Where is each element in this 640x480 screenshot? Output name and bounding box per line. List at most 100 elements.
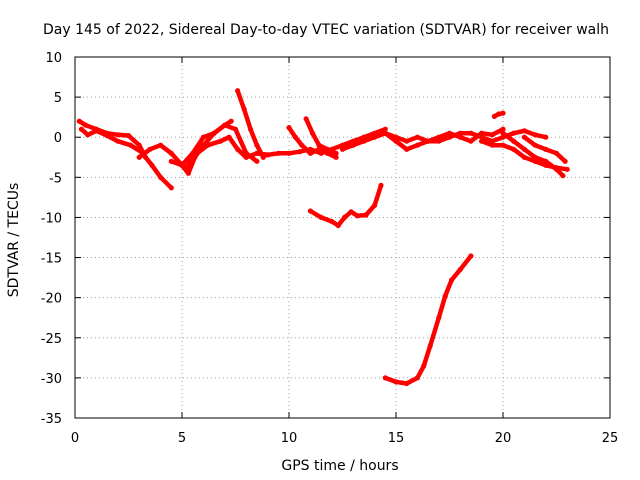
x-tick-label: 25 (602, 431, 619, 446)
data-point (468, 130, 474, 136)
data-point (562, 158, 568, 164)
data-point (414, 134, 420, 140)
data-point (393, 379, 399, 385)
data-point (168, 185, 174, 191)
data-point (457, 267, 463, 273)
x-tick-label: 10 (281, 431, 298, 446)
data-point (500, 130, 506, 136)
y-tick-label: -5 (49, 171, 62, 186)
data-point (228, 118, 234, 124)
data-point (254, 142, 260, 148)
data-point (324, 146, 331, 152)
data-point (511, 130, 517, 136)
data-point (329, 218, 335, 225)
series-s13 (500, 130, 566, 179)
data-point (372, 202, 378, 208)
data-point (425, 138, 431, 144)
data-point (532, 142, 538, 148)
data-point (521, 128, 528, 134)
x-tick-label: 5 (178, 431, 186, 446)
data-point (393, 138, 399, 144)
data-point (217, 138, 224, 144)
data-point (275, 150, 281, 156)
data-point (185, 170, 191, 176)
data-point (158, 174, 164, 180)
y-tick-label: 5 (54, 91, 62, 106)
axis-ticks: 0 5 10 15 20 25 10 5 0 -5 -10 -15 -20 -25 -30 -35 (41, 51, 619, 446)
data-point (382, 126, 388, 132)
data-point (468, 138, 474, 144)
y-tick-label: -10 (41, 211, 62, 226)
data-point (421, 363, 427, 369)
data-point (136, 142, 142, 148)
data-point (335, 222, 341, 229)
x-tick-label: 0 (71, 431, 79, 446)
y-tick-label: -15 (41, 252, 62, 267)
data-point (553, 166, 560, 172)
data-point (500, 110, 506, 116)
data-point (93, 128, 99, 134)
data-point (414, 142, 420, 148)
data-point (235, 88, 241, 94)
series-line (383, 128, 549, 152)
series-line (340, 126, 506, 152)
data-point (78, 126, 84, 132)
data-point (115, 138, 121, 144)
data-point (241, 106, 247, 112)
data-point (414, 375, 420, 381)
data-point (543, 158, 549, 164)
y-tick-label: -30 (41, 372, 62, 387)
data-point (235, 146, 241, 152)
data-point (205, 142, 211, 148)
series-line (308, 183, 384, 228)
data-point (350, 142, 356, 148)
data-point (342, 214, 348, 220)
series-s17 (382, 253, 474, 387)
data-point (511, 146, 517, 152)
data-point (521, 146, 528, 152)
data-point (449, 277, 455, 283)
data-point (297, 149, 303, 155)
data-point (254, 150, 260, 156)
data-point (168, 158, 174, 164)
data-point (553, 150, 560, 156)
data-point (361, 138, 367, 144)
data-point (404, 380, 410, 387)
data-point (543, 146, 549, 152)
data-point (307, 208, 313, 214)
data-point (489, 132, 495, 138)
data-point (303, 116, 309, 122)
data-point (333, 150, 339, 156)
data-point (404, 146, 410, 152)
data-point (243, 154, 249, 160)
data-point (194, 150, 200, 156)
data-point (382, 130, 388, 136)
data-point (404, 138, 410, 144)
y-axis-label: SDTVAR / TECUs (6, 183, 22, 298)
y-tick-label: -20 (41, 292, 62, 307)
data-point (211, 130, 217, 136)
x-axis-label: GPS time / hours (281, 458, 398, 474)
series-s16 (307, 182, 384, 229)
data-point (254, 158, 260, 164)
data-point (85, 132, 91, 138)
data-point (286, 125, 292, 131)
data-point (168, 150, 174, 156)
data-point (147, 146, 153, 152)
series-s11 (382, 128, 549, 152)
data-series (76, 88, 570, 387)
data-point (128, 142, 134, 148)
data-point (496, 111, 502, 117)
y-tick-label: 0 (54, 131, 62, 146)
data-point (491, 113, 497, 119)
data-point (348, 209, 354, 215)
data-point (115, 132, 121, 138)
x-tick-label: 20 (495, 431, 512, 446)
data-point (125, 133, 132, 139)
series-s1 (76, 118, 174, 191)
grid-lines (75, 57, 610, 418)
data-point (489, 142, 495, 148)
data-point (560, 173, 566, 179)
data-point (333, 154, 339, 160)
